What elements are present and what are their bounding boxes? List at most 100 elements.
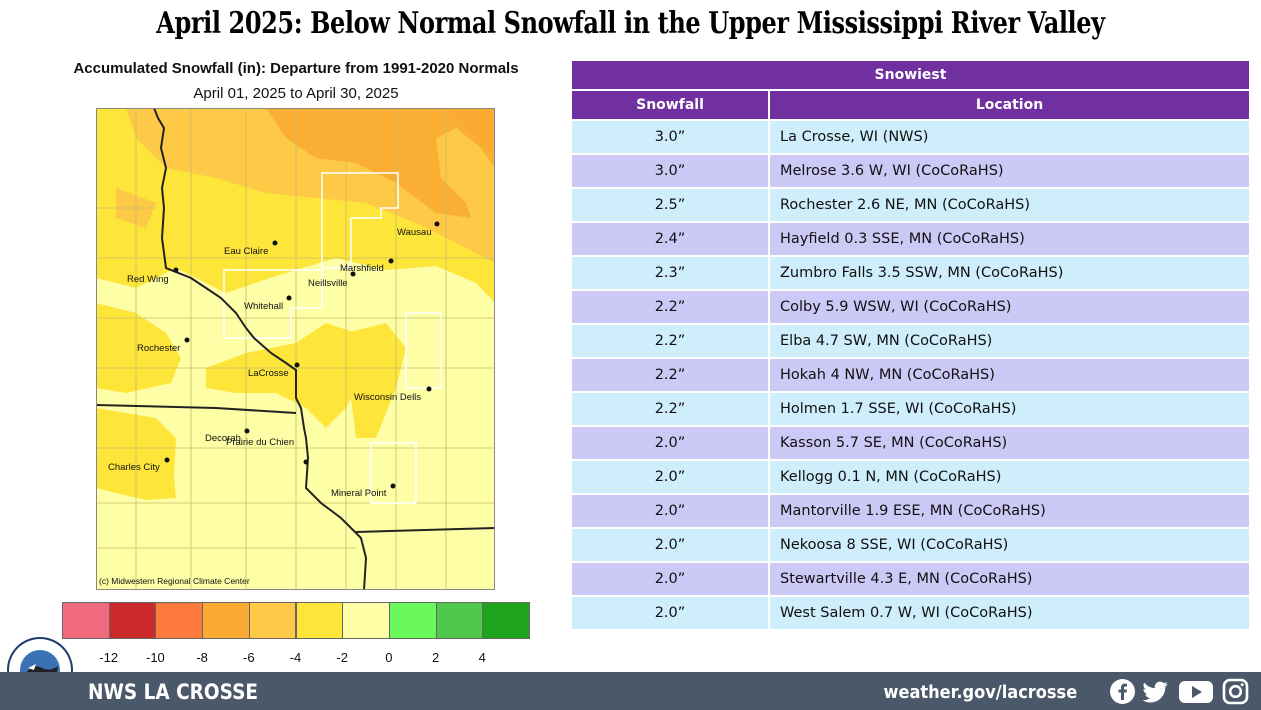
legend-tick-label: 0 bbox=[385, 650, 393, 665]
legend-swatch bbox=[342, 602, 390, 639]
table-row: 2.0” West Salem 0.7 W, WI (CoCoRaHS) bbox=[572, 597, 1249, 629]
table-row: 2.0” Stewartville 4.3 E, MN (CoCoRaHS) bbox=[572, 563, 1249, 595]
snowfall-amount: 2.2” bbox=[572, 359, 768, 391]
snowfall-amount: 2.0” bbox=[572, 563, 768, 595]
table-row: 3.0” Melrose 3.6 W, WI (CoCoRaHS) bbox=[572, 155, 1249, 187]
city-label: Wausau bbox=[397, 227, 432, 238]
location-name: Elba 4.7 SW, MN (CoCoRaHS) bbox=[768, 325, 1249, 357]
city-label: Prairie du Chien bbox=[226, 437, 294, 448]
city-label: Red Wing bbox=[127, 274, 169, 285]
city-dot-decorah bbox=[244, 428, 250, 434]
location-name: Colby 5.9 WSW, WI (CoCoRaHS) bbox=[768, 291, 1249, 323]
location-name: La Crosse, WI (NWS) bbox=[768, 121, 1249, 153]
table-row: 2.2” Colby 5.9 WSW, WI (CoCoRaHS) bbox=[572, 291, 1249, 323]
snowfall-amount: 2.2” bbox=[572, 291, 768, 323]
departure-zone-6-8 bbox=[266, 108, 495, 218]
instagram-icon[interactable] bbox=[1222, 678, 1249, 705]
snowfall-amount: 2.0” bbox=[572, 597, 768, 629]
legend-tick-label: -6 bbox=[243, 650, 255, 665]
legend-tick-label: -12 bbox=[99, 650, 119, 665]
legend-tick-label: -8 bbox=[196, 650, 208, 665]
city-label: Wisconsin Dells bbox=[354, 392, 421, 403]
city-label: Neillsville bbox=[308, 278, 348, 289]
legend-tick-label: -4 bbox=[289, 650, 302, 665]
departure-zone-6-8 bbox=[446, 108, 495, 153]
region-outlines bbox=[223, 172, 442, 504]
state-borders bbox=[96, 108, 495, 590]
snowfall-departure-map: Red Wing Eau Claire Wausau Marshfield Ne… bbox=[96, 108, 495, 590]
city-label: LaCrosse bbox=[248, 368, 289, 379]
city-label: Whitehall bbox=[244, 301, 283, 312]
table-caption: Snowiest bbox=[572, 61, 1249, 89]
city-dot-rochester bbox=[184, 337, 190, 343]
snowfall-amount: 2.0” bbox=[572, 427, 768, 459]
city-dot-red-wing bbox=[173, 267, 179, 273]
departure-zone-2-4 bbox=[96, 303, 181, 393]
location-name: Hayfield 0.3 SSE, MN (CoCoRaHS) bbox=[768, 223, 1249, 255]
legend-swatch bbox=[388, 602, 437, 639]
column-header-location: Location bbox=[768, 91, 1249, 119]
table-row: 2.0” Kellogg 0.1 N, MN (CoCoRaHS) bbox=[572, 461, 1249, 493]
legend-tick-label: -10 bbox=[145, 650, 165, 665]
location-name: Nekoosa 8 SSE, WI (CoCoRaHS) bbox=[768, 529, 1249, 561]
location-name: Zumbro Falls 3.5 SSW, MN (CoCoRaHS) bbox=[768, 257, 1249, 289]
legend-tick-label: 4 bbox=[478, 650, 486, 665]
snowfall-amount: 2.4” bbox=[572, 223, 768, 255]
twitter-icon[interactable] bbox=[1142, 678, 1169, 705]
location-name: Holmen 1.7 SSE, WI (CoCoRaHS) bbox=[768, 393, 1249, 425]
departure-zone-2-4 bbox=[206, 323, 366, 428]
legend-swatch bbox=[482, 602, 530, 639]
city-dot-mineral-point bbox=[390, 483, 396, 489]
city-dot-wausau bbox=[434, 221, 440, 227]
legend-colorbar bbox=[62, 602, 530, 641]
snowfall-amount: 2.0” bbox=[572, 529, 768, 561]
snowfall-amount: 3.0” bbox=[572, 155, 768, 187]
location-name: Rochester 2.6 NE, MN (CoCoRaHS) bbox=[768, 189, 1249, 221]
city-dot-charles-city bbox=[164, 457, 170, 463]
legend-swatch bbox=[62, 602, 110, 639]
city-dot-neillsville bbox=[350, 271, 356, 277]
youtube-icon[interactable] bbox=[1178, 678, 1214, 705]
city-label: Decorah bbox=[205, 433, 241, 444]
website-link[interactable]: weather.gov/lacrosse bbox=[883, 682, 1077, 703]
legend-swatch bbox=[435, 602, 484, 639]
table-row: 2.0” Nekoosa 8 SSE, WI (CoCoRaHS) bbox=[572, 529, 1249, 561]
snowfall-amount: 3.0” bbox=[572, 121, 768, 153]
city-label: Mineral Point bbox=[331, 488, 387, 499]
county-lines bbox=[96, 108, 495, 590]
city-dot-marshfield bbox=[388, 258, 394, 264]
location-name: Mantorville 1.9 ESE, MN (CoCoRaHS) bbox=[768, 495, 1249, 527]
departure-zone-2-4 bbox=[96, 228, 141, 278]
location-name: Kellogg 0.1 N, MN (CoCoRaHS) bbox=[768, 461, 1249, 493]
city-dot-whitehall bbox=[286, 295, 292, 301]
legend-swatch bbox=[202, 602, 250, 639]
snowfall-amount: 2.0” bbox=[572, 495, 768, 527]
legend-swatch bbox=[248, 602, 297, 639]
location-name: West Salem 0.7 W, WI (CoCoRaHS) bbox=[768, 597, 1249, 629]
snowfall-amount: 2.2” bbox=[572, 325, 768, 357]
legend-swatch bbox=[295, 602, 344, 639]
table-row: 3.0” La Crosse, WI (NWS) bbox=[572, 121, 1249, 153]
table-row: 2.2” Elba 4.7 SW, MN (CoCoRaHS) bbox=[572, 325, 1249, 357]
column-header-snowfall: Snowfall bbox=[572, 91, 768, 119]
table-row: 2.0” Mantorville 1.9 ESE, MN (CoCoRaHS) bbox=[572, 495, 1249, 527]
table-row: 2.5” Rochester 2.6 NE, MN (CoCoRaHS) bbox=[572, 189, 1249, 221]
city-label: Charles City bbox=[108, 462, 160, 473]
legend-swatch bbox=[108, 602, 157, 639]
snowfall-amount: 2.0” bbox=[572, 461, 768, 493]
table-row: 2.0” Kasson 5.7 SE, MN (CoCoRaHS) bbox=[572, 427, 1249, 459]
location-name: Hokah 4 NW, MN (CoCoRaHS) bbox=[768, 359, 1249, 391]
city-dot-lacrosse bbox=[294, 362, 300, 368]
map-title: Accumulated Snowfall (in): Departure fro… bbox=[73, 60, 519, 77]
facebook-icon[interactable] bbox=[1109, 678, 1136, 705]
city-dot-prairie-du-chien bbox=[303, 459, 309, 465]
city-label: Rochester bbox=[137, 343, 180, 354]
table-row: 2.2” Hokah 4 NW, MN (CoCoRaHS) bbox=[572, 359, 1249, 391]
location-name: Kasson 5.7 SE, MN (CoCoRaHS) bbox=[768, 427, 1249, 459]
snowfall-amount: 2.2” bbox=[572, 393, 768, 425]
map-date-range: April 01, 2025 to April 30, 2025 bbox=[193, 85, 399, 102]
legend-tick-label: -2 bbox=[336, 650, 348, 665]
location-name: Stewartville 4.3 E, MN (CoCoRaHS) bbox=[768, 563, 1249, 595]
office-name: NWS LA CROSSE bbox=[88, 680, 259, 704]
footer-bar: NWS LA CROSSE weather.gov/lacrosse bbox=[0, 672, 1261, 710]
